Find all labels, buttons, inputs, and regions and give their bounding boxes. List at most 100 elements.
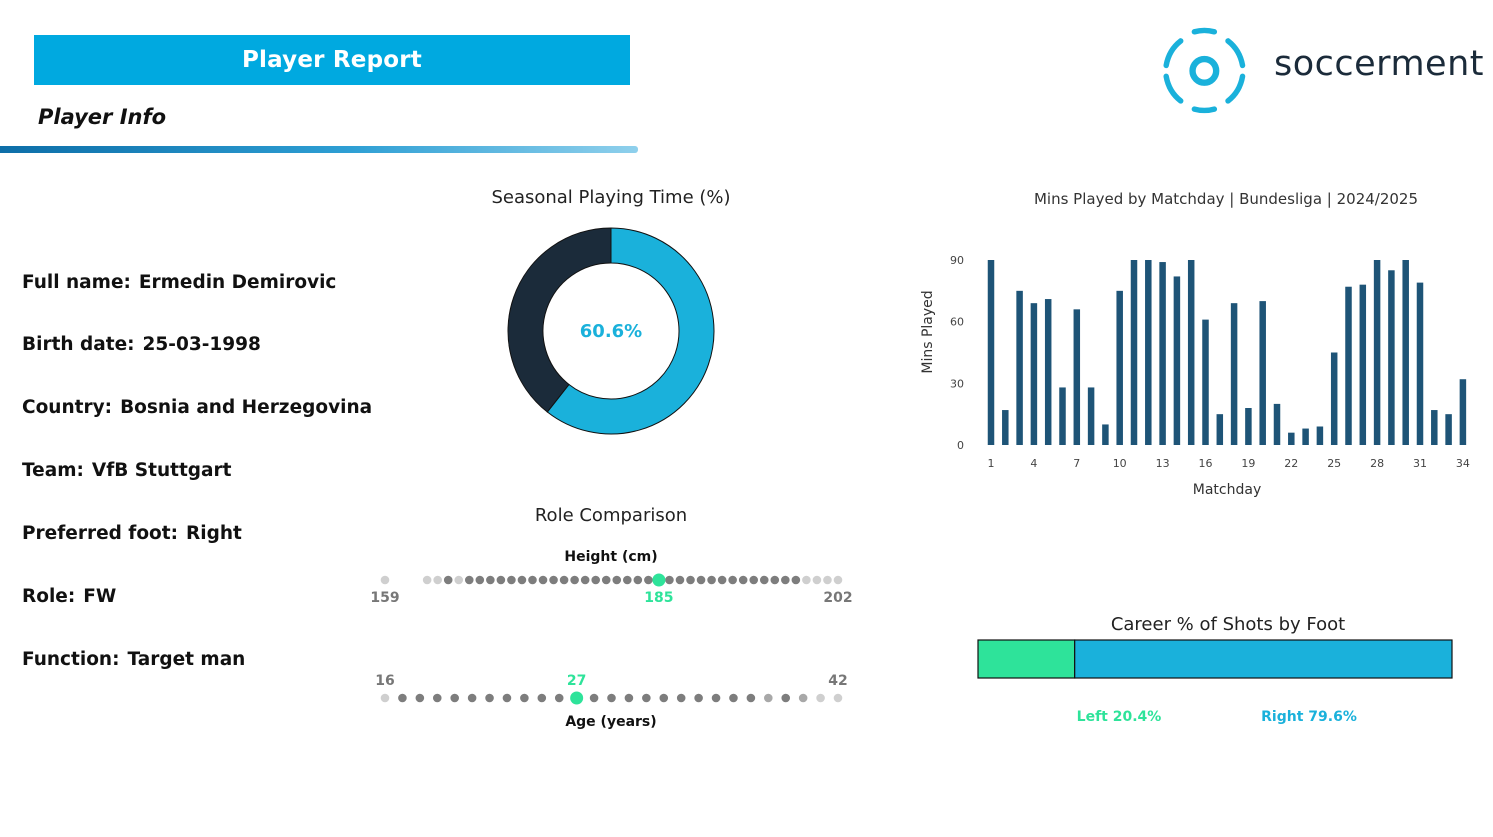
donut-center-label: 60.6% bbox=[580, 321, 642, 342]
matchday-bar bbox=[987, 260, 995, 445]
x-tick-label: 16 bbox=[1199, 457, 1213, 470]
comparison-dot bbox=[676, 693, 686, 703]
info-label: Team: bbox=[22, 460, 84, 481]
brand-name: soccerment bbox=[1274, 44, 1484, 84]
playing-time-donut-chart: 60.6% bbox=[507, 227, 715, 435]
info-function: Function: Target man bbox=[22, 649, 245, 670]
matchday-bar bbox=[1402, 260, 1409, 445]
comparison-dot bbox=[642, 693, 651, 703]
x-tick-label: 1 bbox=[988, 457, 995, 470]
matchday-bar bbox=[1316, 426, 1324, 445]
x-tick-label: 22 bbox=[1284, 457, 1298, 470]
matchday-bar bbox=[1445, 414, 1452, 445]
matchday-bar bbox=[1016, 290, 1023, 445]
role-comparison-title: Role Comparison bbox=[534, 505, 688, 526]
comparison-dot bbox=[764, 693, 773, 703]
comparison-dot bbox=[486, 575, 495, 585]
matchday-bar bbox=[1002, 410, 1009, 445]
bar-chart-title: Mins Played by Matchday | Bundesliga | 2… bbox=[1033, 190, 1419, 208]
section-divider bbox=[0, 146, 638, 153]
range-max-label: 42 bbox=[828, 673, 847, 689]
mins-played-bar-chart: 0 30 60 90 1 4 7 10 13 16 19 22 25 28 31 34 Matchday Mins… bbox=[920, 254, 1470, 498]
comparison-dot bbox=[675, 575, 685, 585]
comparison-dot bbox=[823, 575, 832, 585]
comparison-dot bbox=[746, 693, 756, 703]
role-row-title: Age (years) bbox=[565, 714, 656, 730]
player-highlight-dot bbox=[652, 573, 666, 587]
matchday-bar bbox=[1345, 286, 1352, 445]
comparison-dot bbox=[802, 575, 811, 585]
x-tick-label: 25 bbox=[1327, 457, 1341, 470]
comparison-dot bbox=[717, 575, 727, 585]
y-tick-label: 60 bbox=[950, 316, 964, 329]
comparison-dot bbox=[380, 575, 390, 585]
matchday-bar bbox=[1373, 260, 1381, 445]
comparison-dot bbox=[570, 575, 579, 585]
matchday-bar bbox=[1202, 319, 1209, 445]
comparison-dot bbox=[644, 575, 653, 585]
x-axis-label: Matchday bbox=[1193, 482, 1261, 498]
matchday-bar bbox=[1230, 303, 1238, 445]
info-label: Birth date: bbox=[22, 334, 135, 355]
matchday-bar bbox=[1187, 260, 1195, 445]
comparison-dot bbox=[694, 693, 703, 703]
comparison-dot bbox=[415, 693, 425, 703]
info-label: Role: bbox=[22, 586, 76, 607]
comparison-dot bbox=[833, 693, 843, 703]
comparison-dot bbox=[475, 575, 485, 585]
matchday-bar bbox=[1030, 303, 1038, 445]
comparison-dot bbox=[624, 693, 634, 703]
shots-by-foot-bar: Left 20.4% Right 79.6% bbox=[977, 639, 1453, 725]
y-tick-label: 0 bbox=[957, 439, 964, 452]
info-label: Function: bbox=[22, 649, 120, 670]
info-value: FW bbox=[83, 586, 117, 607]
comparison-dot bbox=[665, 575, 674, 585]
matchday-bar bbox=[1145, 260, 1152, 445]
range-max-label: 202 bbox=[823, 590, 852, 606]
matchday-bar bbox=[1302, 428, 1309, 445]
comparison-dot bbox=[833, 575, 843, 585]
matchday-bar bbox=[1059, 387, 1066, 445]
comparison-dot bbox=[559, 575, 569, 585]
section-title: Player Info bbox=[38, 105, 167, 129]
comparison-dot bbox=[380, 693, 390, 703]
role-row-title: Height (cm) bbox=[564, 549, 657, 565]
x-tick-label: 10 bbox=[1113, 457, 1127, 470]
comparison-dot bbox=[707, 575, 716, 585]
soccerment-logo-icon bbox=[1163, 27, 1246, 114]
info-full-name: Full name: Ermedin Demirovic bbox=[22, 272, 336, 293]
comparison-dot bbox=[496, 575, 506, 585]
comparison-dot bbox=[398, 693, 407, 703]
comparison-dot bbox=[537, 693, 547, 703]
donut-slice bbox=[507, 227, 612, 413]
matchday-bar bbox=[1216, 414, 1224, 445]
donut-chart-title: Seasonal Playing Time (%) bbox=[491, 187, 731, 208]
comparison-dot bbox=[738, 575, 748, 585]
range-min-label: 159 bbox=[370, 590, 399, 606]
comparison-dot bbox=[591, 575, 600, 585]
matchday-bar bbox=[1245, 408, 1252, 445]
info-value: Ermedin Demirovic bbox=[138, 272, 337, 293]
info-country: Country: Bosnia and Herzegovina bbox=[22, 397, 372, 418]
info-preferred-foot: Preferred foot: Right bbox=[22, 523, 242, 544]
matchday-bar bbox=[1416, 282, 1424, 445]
player-value-label: 27 bbox=[567, 673, 586, 689]
matchday-bar bbox=[1173, 276, 1181, 445]
right-foot-label: Right 79.6% bbox=[1261, 709, 1357, 725]
comparison-dot bbox=[538, 575, 548, 585]
left-foot-label: Left 20.4% bbox=[1077, 709, 1162, 725]
player-value-label: 185 bbox=[644, 590, 673, 606]
comparison-dot bbox=[749, 575, 759, 585]
x-tick-label: 28 bbox=[1370, 457, 1384, 470]
comparison-dot bbox=[580, 575, 590, 585]
matchday-bar bbox=[1388, 270, 1395, 445]
comparison-dot bbox=[607, 693, 616, 703]
comparison-dot bbox=[422, 575, 432, 585]
comparison-dot bbox=[696, 575, 706, 585]
shots-by-foot-title: Career % of Shots by Foot bbox=[1110, 614, 1346, 635]
comparison-dot bbox=[728, 575, 737, 585]
matchday-bar bbox=[1087, 387, 1095, 445]
foot-share-segment bbox=[1074, 639, 1453, 679]
comparison-dot bbox=[612, 575, 622, 585]
role-comparison-chart: Height (cm) 159 202 185 Age (years) 16 42 27 bbox=[370, 549, 852, 730]
